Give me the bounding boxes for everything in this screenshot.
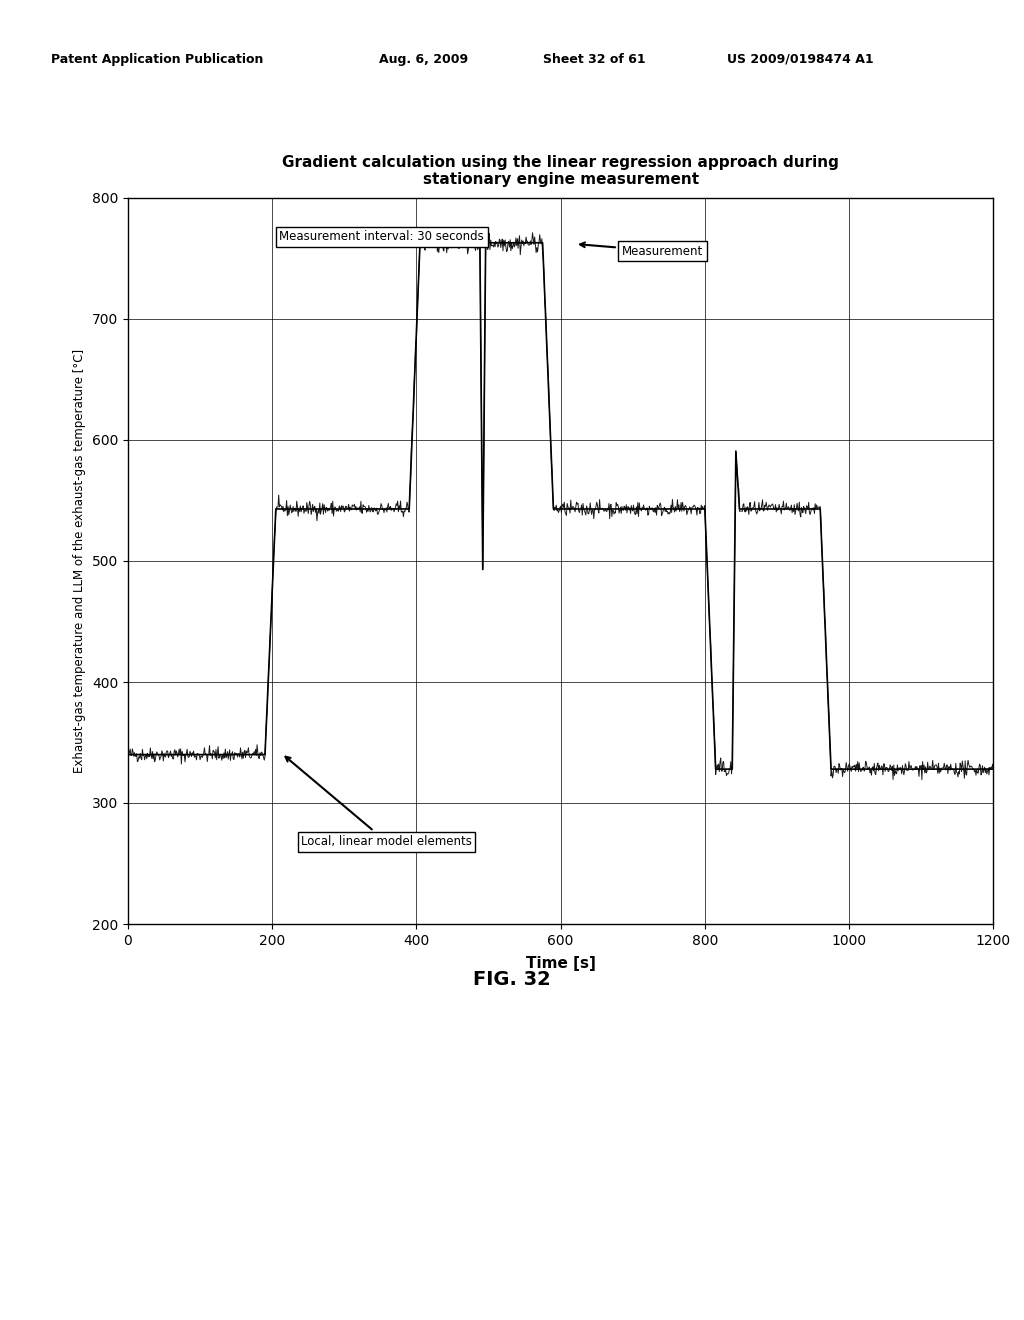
- Text: Local, linear model elements: Local, linear model elements: [286, 756, 472, 849]
- Text: Sheet 32 of 61: Sheet 32 of 61: [543, 53, 645, 66]
- Text: FIG. 32: FIG. 32: [473, 970, 551, 989]
- Text: Measurement interval: 30 seconds: Measurement interval: 30 seconds: [280, 230, 484, 243]
- Text: Aug. 6, 2009: Aug. 6, 2009: [379, 53, 468, 66]
- Text: Measurement: Measurement: [581, 243, 703, 257]
- Y-axis label: Exhaust-gas temperature and LLM of the exhaust-gas temperature [°C]: Exhaust-gas temperature and LLM of the e…: [74, 348, 86, 774]
- Text: US 2009/0198474 A1: US 2009/0198474 A1: [727, 53, 873, 66]
- Text: Patent Application Publication: Patent Application Publication: [51, 53, 263, 66]
- X-axis label: Time [s]: Time [s]: [525, 956, 596, 972]
- Title: Gradient calculation using the linear regression approach during
stationary engi: Gradient calculation using the linear re…: [283, 154, 839, 187]
